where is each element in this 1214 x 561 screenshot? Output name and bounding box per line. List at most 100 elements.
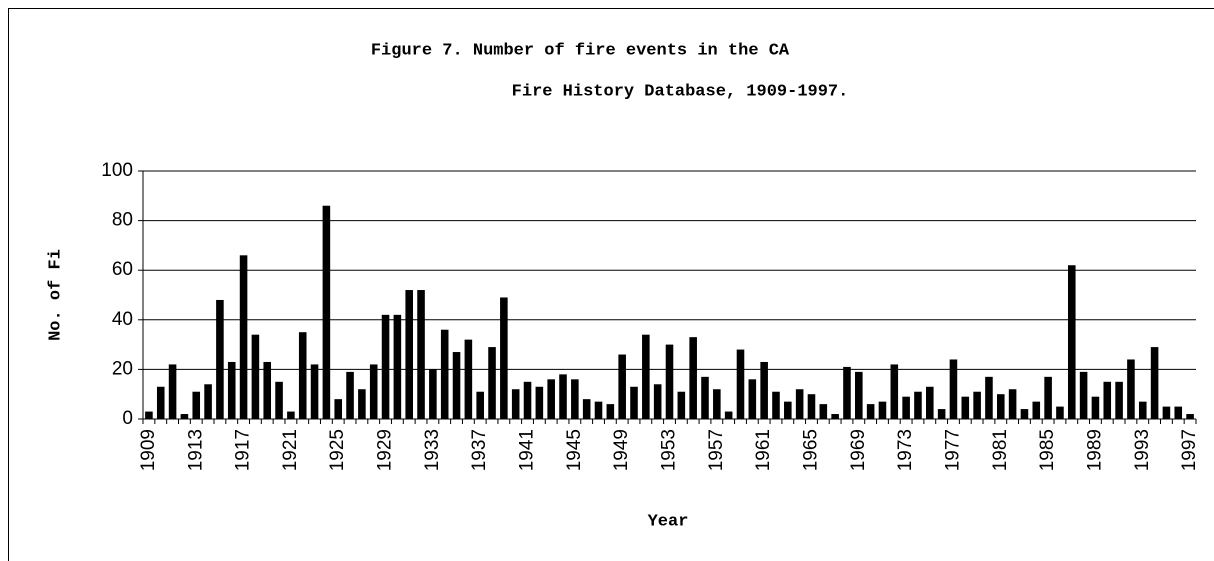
y-tick-label: 100	[101, 160, 133, 181]
bar	[760, 361, 768, 419]
bar	[1032, 401, 1041, 419]
bar	[772, 391, 780, 419]
chart-title: Figure 7. Number of fire events in the C…	[371, 41, 790, 60]
bar	[642, 334, 650, 419]
bar	[452, 352, 461, 419]
bar	[381, 314, 390, 419]
bar	[973, 391, 981, 419]
bar	[1186, 414, 1194, 419]
bar	[843, 366, 851, 419]
bar	[937, 409, 946, 419]
x-tick-label: 1993	[1132, 429, 1153, 471]
bar	[251, 334, 260, 419]
bar	[1056, 406, 1064, 419]
bar	[346, 371, 354, 419]
x-tick-label: 1921	[280, 429, 301, 471]
bar	[1115, 381, 1123, 419]
x-tick-label: 1941	[517, 429, 538, 471]
bar	[393, 314, 402, 419]
bar	[1020, 409, 1029, 419]
bar	[996, 394, 1005, 419]
bar	[523, 381, 532, 419]
bar	[855, 371, 863, 419]
bar	[1150, 347, 1159, 419]
bar	[417, 290, 425, 419]
bar	[689, 337, 697, 419]
bar	[511, 389, 520, 419]
bar	[594, 401, 603, 419]
x-tick-label: 1933	[422, 429, 443, 471]
bar	[1044, 376, 1052, 419]
bar	[180, 414, 189, 419]
bar	[985, 376, 993, 419]
bar	[440, 329, 449, 419]
x-tick-label: 1985	[1037, 429, 1058, 471]
bar	[571, 379, 579, 419]
bar	[1174, 406, 1183, 419]
bar	[1103, 381, 1112, 419]
bar	[263, 361, 272, 419]
bar	[156, 386, 165, 419]
bar	[358, 389, 366, 419]
bar	[831, 414, 839, 419]
x-tick-label: 1953	[659, 429, 680, 471]
x-tick-label: 1949	[611, 429, 632, 471]
x-tick-label: 1913	[185, 429, 206, 471]
bar	[713, 389, 721, 419]
y-tick-label: 0	[122, 408, 133, 429]
bar	[630, 386, 638, 419]
bar	[926, 386, 934, 419]
chart-frame	[8, 8, 1214, 561]
bar	[476, 391, 484, 419]
bar	[334, 399, 343, 419]
bar	[724, 411, 733, 419]
x-tick-label: 1981	[990, 429, 1011, 471]
bar	[1138, 401, 1147, 419]
bar	[168, 364, 177, 419]
bar	[535, 386, 544, 419]
bar	[322, 205, 331, 419]
y-tick-label: 20	[112, 358, 133, 379]
y-tick-label: 60	[112, 259, 133, 280]
x-tick-label: 1957	[706, 429, 727, 471]
bar	[239, 255, 248, 419]
bar	[807, 394, 816, 419]
bar	[949, 359, 958, 419]
bar	[795, 389, 804, 419]
bar	[582, 399, 591, 419]
bar	[902, 396, 910, 419]
x-tick-label: 1961	[753, 429, 774, 471]
bar	[1067, 265, 1076, 419]
x-tick-label: 1977	[942, 429, 963, 471]
x-tick-label: 1917	[233, 429, 254, 471]
x-tick-label: 1989	[1084, 429, 1105, 471]
bar	[192, 391, 201, 419]
x-tick-label: 1937	[469, 429, 490, 471]
bar	[1127, 359, 1135, 419]
bar	[369, 364, 378, 419]
bar	[1091, 396, 1100, 419]
y-tick-label: 40	[112, 309, 133, 330]
bar	[677, 391, 686, 419]
x-tick-label: 1929	[375, 429, 396, 471]
bar	[275, 381, 283, 419]
chart-title: Fire History Database, 1909-1997.	[512, 82, 849, 101]
bar	[298, 332, 307, 419]
bar	[488, 347, 496, 419]
y-axis-label: No. of Fi	[46, 249, 65, 341]
bar	[819, 404, 828, 419]
bar	[961, 396, 970, 419]
bar	[606, 404, 615, 419]
bar	[310, 364, 319, 419]
bar	[227, 361, 236, 419]
bar	[405, 290, 413, 419]
bar	[1162, 406, 1171, 419]
bar	[287, 411, 295, 419]
x-tick-label: 1909	[138, 429, 159, 471]
bar	[559, 374, 567, 419]
bar	[914, 391, 922, 419]
bar	[547, 379, 555, 419]
bar	[784, 401, 792, 419]
bar	[216, 299, 224, 419]
